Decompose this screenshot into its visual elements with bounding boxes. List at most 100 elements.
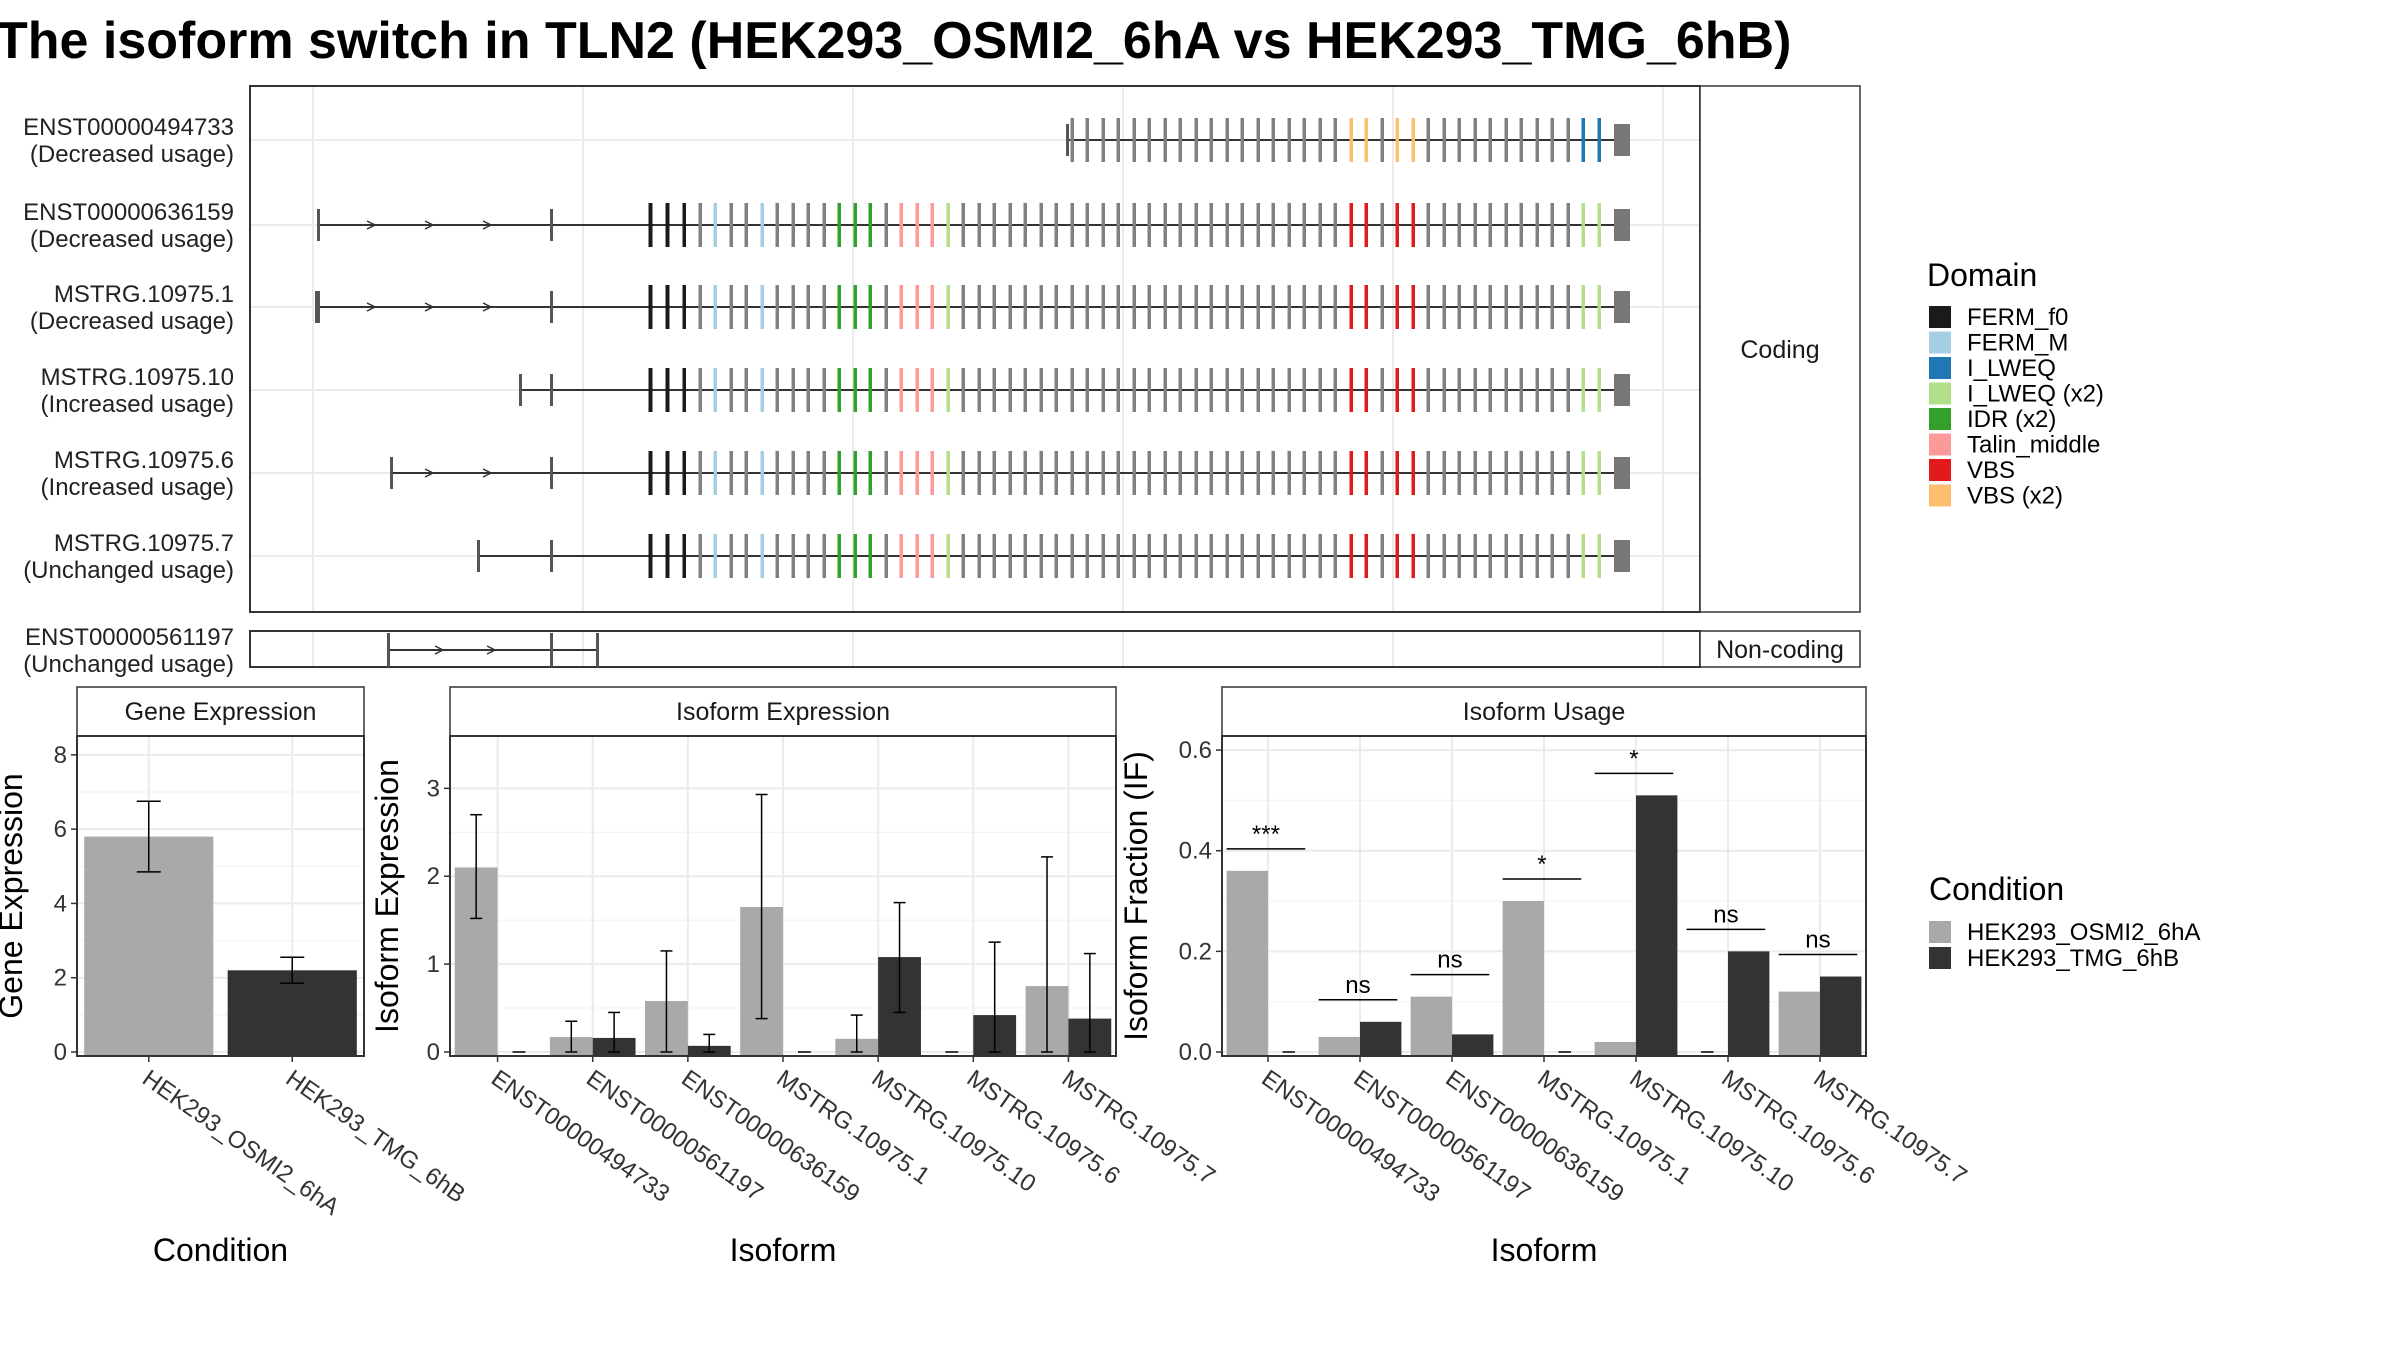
- exon-VBS: [1364, 451, 1368, 495]
- exon-FERM_f0: [682, 203, 686, 247]
- exon: [550, 457, 553, 489]
- exon-plain: [1566, 451, 1570, 495]
- exon: [550, 540, 553, 572]
- exon-FERM_f0: [665, 451, 670, 495]
- exon-IDR (x2): [853, 534, 857, 578]
- exon-IDR (x2): [837, 534, 841, 578]
- gene-expression-panel: Gene Expression02468HEK293_OSMI2_6hAHEK2…: [0, 686, 470, 1268]
- strip-coding: Coding: [1699, 85, 1861, 613]
- exon-plain: [1054, 534, 1058, 578]
- strip-coding-label: Coding: [1740, 336, 1819, 364]
- exon-plain: [1085, 368, 1089, 412]
- y-tick-label: 2: [54, 965, 67, 992]
- x-tick-label: MSTRG.10975.7: [1057, 1065, 1220, 1190]
- exon-VBS: [1411, 118, 1415, 162]
- exon: [550, 291, 553, 323]
- exon-plain: [806, 534, 810, 578]
- exon-plain: [1225, 203, 1229, 247]
- exon-plain: [1504, 534, 1508, 578]
- exon-plain: [1287, 368, 1291, 412]
- exon-plain: [1302, 534, 1306, 578]
- exon-plain: [1008, 203, 1012, 247]
- exon-plain: [1240, 118, 1244, 162]
- transcript-id-label: ENST00000561197: [25, 624, 234, 651]
- exon-FERM_f0: [682, 534, 686, 578]
- x-axis-title: Isoform: [1491, 1232, 1598, 1268]
- exon: [1066, 124, 1069, 156]
- exon-plain: [1178, 451, 1182, 495]
- exon-plain: [1519, 203, 1523, 247]
- exon-I_LWEQ (x2): [1581, 203, 1585, 247]
- exon-plain: [1240, 368, 1244, 412]
- exon-IDR (x2): [853, 203, 857, 247]
- utr-end: [1614, 457, 1630, 489]
- exon-plain: [992, 451, 996, 495]
- exon-plain: [1147, 203, 1151, 247]
- legend-swatch-HEK293_TMG_6hB: [1929, 947, 1951, 969]
- exon-plain: [1442, 451, 1446, 495]
- exon-plain: [1550, 203, 1554, 247]
- exon-FERM_M: [760, 368, 764, 412]
- exon-Talin_middle: [930, 451, 934, 495]
- exon-plain: [1256, 534, 1260, 578]
- exon-VBS: [1411, 285, 1415, 329]
- exon-plain: [1318, 451, 1322, 495]
- y-axis-title: Gene Expression: [0, 773, 29, 1018]
- x-tick-label: ENST00000494733: [486, 1065, 674, 1208]
- exon-plain: [1333, 368, 1337, 412]
- exon-plain: [1488, 534, 1492, 578]
- exon-plain: [729, 285, 733, 329]
- exon-plain: [1550, 368, 1554, 412]
- transcript-MSTRG.10975.1: [315, 285, 1630, 329]
- exon-plain: [775, 534, 779, 578]
- exon-plain: [1333, 203, 1337, 247]
- significance-label: ns: [1713, 901, 1738, 928]
- exon-VBS: [1411, 534, 1415, 578]
- exon-plain: [1225, 534, 1229, 578]
- strip-noncoding: Non-coding: [1699, 630, 1861, 668]
- exon-I_LWEQ (x2): [946, 203, 950, 247]
- exon: [519, 374, 522, 406]
- exon-plain: [1240, 534, 1244, 578]
- exon-plain: [1116, 451, 1120, 495]
- exon-I_LWEQ (x2): [946, 451, 950, 495]
- exon-plain: [1550, 118, 1554, 162]
- exon-FERM_f0: [665, 368, 670, 412]
- exon-plain: [1178, 368, 1182, 412]
- exon-plain: [1085, 203, 1089, 247]
- exon-plain: [961, 534, 965, 578]
- isoform-usage-panel: Isoform Usage0.00.20.40.6***nsns**nsnsEN…: [1118, 686, 1972, 1268]
- x-tick-label: MSTRG.10975.10: [867, 1065, 1041, 1198]
- exon-plain: [884, 203, 888, 247]
- exon-plain: [1473, 368, 1477, 412]
- exon-VBS: [1349, 203, 1353, 247]
- bar-HEK293_OSMI2_6hA: [84, 836, 214, 1056]
- exon-plain: [1008, 368, 1012, 412]
- strip-noncoding-label: Non-coding: [1716, 636, 1844, 664]
- exon-plain: [977, 285, 981, 329]
- legend-swatch-I_LWEQ: [1929, 357, 1951, 379]
- exon-plain: [1116, 368, 1120, 412]
- exon-plain: [698, 534, 702, 578]
- exon-VBS: [1364, 285, 1368, 329]
- exon-plain: [1209, 118, 1213, 162]
- exon-plain: [1504, 451, 1508, 495]
- transcript-MSTRG.10975.6: [390, 451, 1630, 495]
- exon-Talin_middle: [899, 203, 903, 247]
- exon-plain: [775, 368, 779, 412]
- legend-swatch-I_LWEQ (x2): [1929, 382, 1951, 405]
- domain-legend-title: Domain: [1927, 257, 2037, 293]
- utr-end: [1614, 374, 1630, 406]
- bar-HEK293_OSMI2_6hA-MSTRG.10975.1: [1502, 901, 1544, 1056]
- exon-plain: [1209, 534, 1213, 578]
- exon-plain: [884, 285, 888, 329]
- y-tick-label: 0.4: [1179, 838, 1212, 865]
- exon-plain: [1271, 451, 1275, 495]
- exon-plain: [1163, 451, 1167, 495]
- exon-Talin_middle: [915, 368, 919, 412]
- exon-FERM_f0: [665, 534, 670, 578]
- exon-VBS: [1395, 118, 1399, 162]
- significance-label: *: [1629, 745, 1638, 772]
- transcript-usage-label: (Increased usage): [41, 391, 234, 418]
- exon-plain: [1535, 534, 1539, 578]
